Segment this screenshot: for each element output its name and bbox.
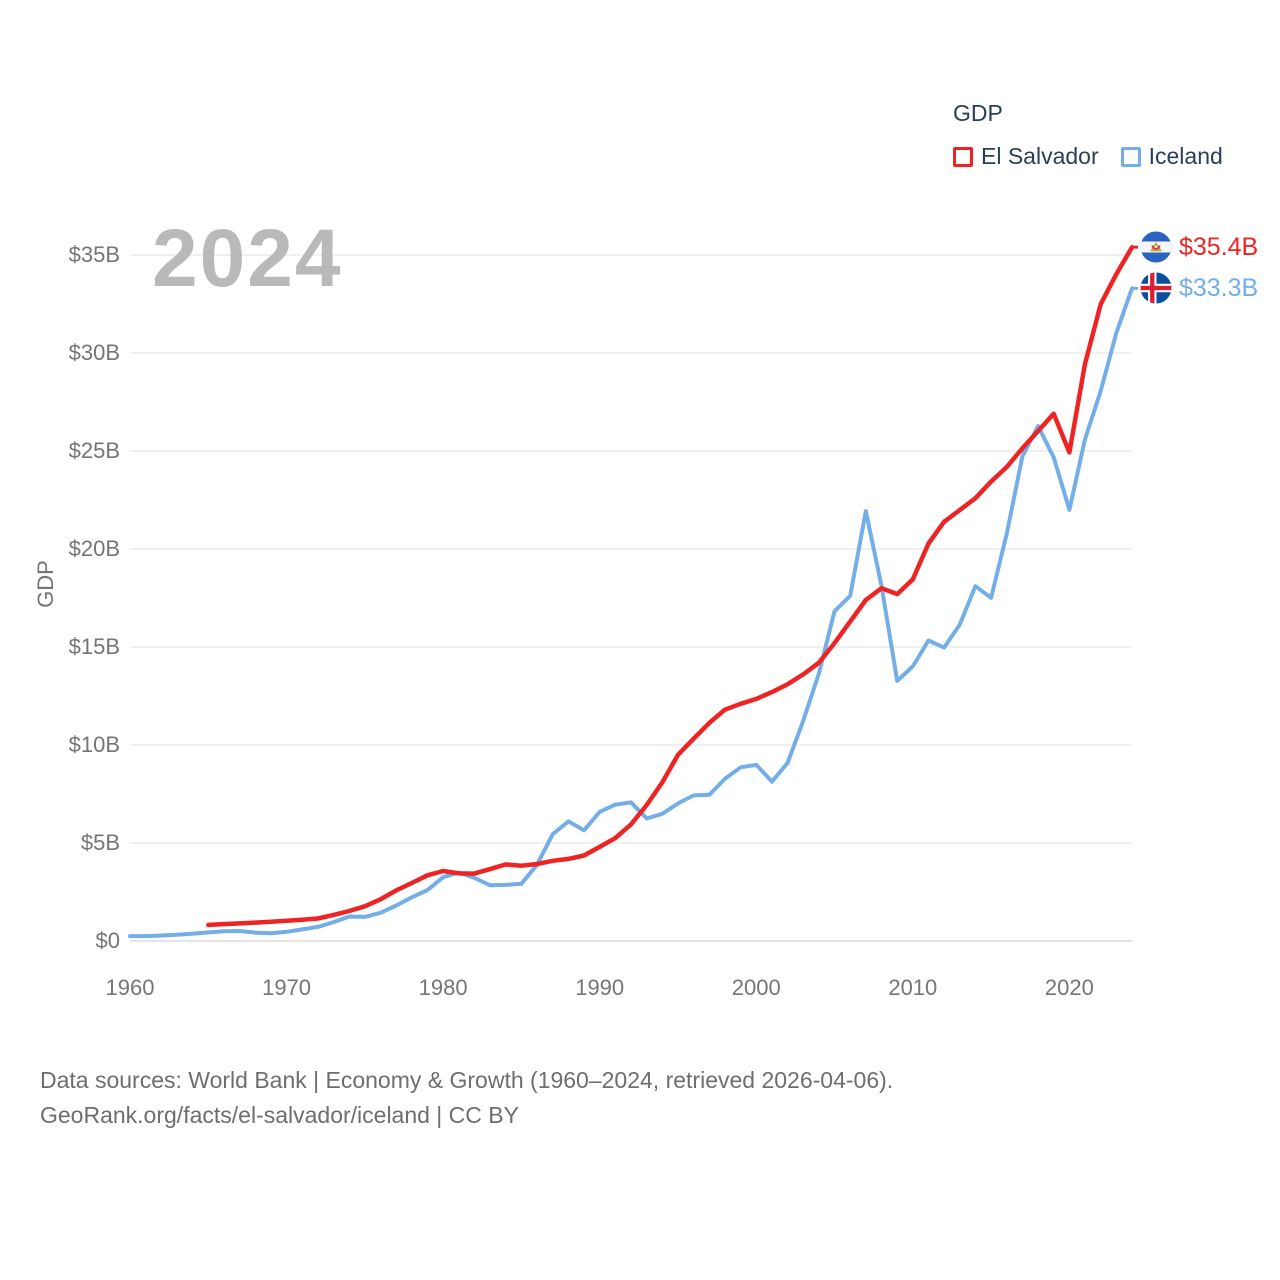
end-label-el-salvador: $35.4B <box>1140 230 1258 264</box>
legend-label-iceland: Iceland <box>1148 143 1223 169</box>
y-tick-label-30B: $30B <box>68 340 120 365</box>
y-tick-label-20B: $20B <box>68 536 120 561</box>
x-tick-label-1980: 1980 <box>418 975 468 1000</box>
end-label-iceland: $33.3B <box>1140 271 1258 305</box>
x-tick-label-2010: 2010 <box>888 975 938 1000</box>
y-tick-label-25B: $25B <box>68 438 120 463</box>
source-attribution: Data sources: World Bank | Economy & Gro… <box>40 1063 1240 1133</box>
series-lines <box>128 244 1135 939</box>
legend-label-el-salvador: El Salvador <box>981 143 1099 169</box>
end-value-el-salvador: $35.4B <box>1179 232 1259 261</box>
x-tick-label-2020: 2020 <box>1044 975 1094 1000</box>
gridlines <box>130 254 1132 942</box>
legend-item-el-salvador[interactable]: El Salvador <box>953 143 1099 170</box>
iceland-swatch <box>1120 146 1141 167</box>
legend: GDP El Salvador Iceland <box>953 100 1223 170</box>
source-line-1: Data sources: World Bank | Economy & Gro… <box>40 1067 894 1093</box>
line-iceland <box>128 286 1134 939</box>
iceland-flag-icon <box>1140 272 1172 304</box>
y-tick-label-0: $0 <box>95 928 120 953</box>
y-tick-label-5B: $5B <box>80 830 120 855</box>
legend-title: GDP <box>953 100 1003 126</box>
y-tick-label-15B: $15B <box>68 634 120 659</box>
y-tick-label-35B: $35B <box>68 242 120 267</box>
legend-item-iceland[interactable]: Iceland <box>1120 143 1223 170</box>
x-tick-label-1970: 1970 <box>262 975 312 1000</box>
x-tick-label-2000: 2000 <box>731 975 781 1000</box>
x-tick-label-1960: 1960 <box>105 975 155 1000</box>
el-salvador-flag-icon <box>1140 231 1172 263</box>
el-salvador-swatch <box>953 146 973 167</box>
watermark-year: 2024 <box>152 213 343 304</box>
end-value-iceland: $33.3B <box>1179 273 1259 302</box>
source-line-2: GeoRank.org/facts/el-salvador/iceland | … <box>40 1102 519 1128</box>
line-el-salvador <box>206 244 1135 928</box>
legend-items: El Salvador Iceland <box>953 143 1223 170</box>
y-tick-label-10B: $10B <box>68 732 120 757</box>
x-tick-label-1990: 1990 <box>575 975 625 1000</box>
